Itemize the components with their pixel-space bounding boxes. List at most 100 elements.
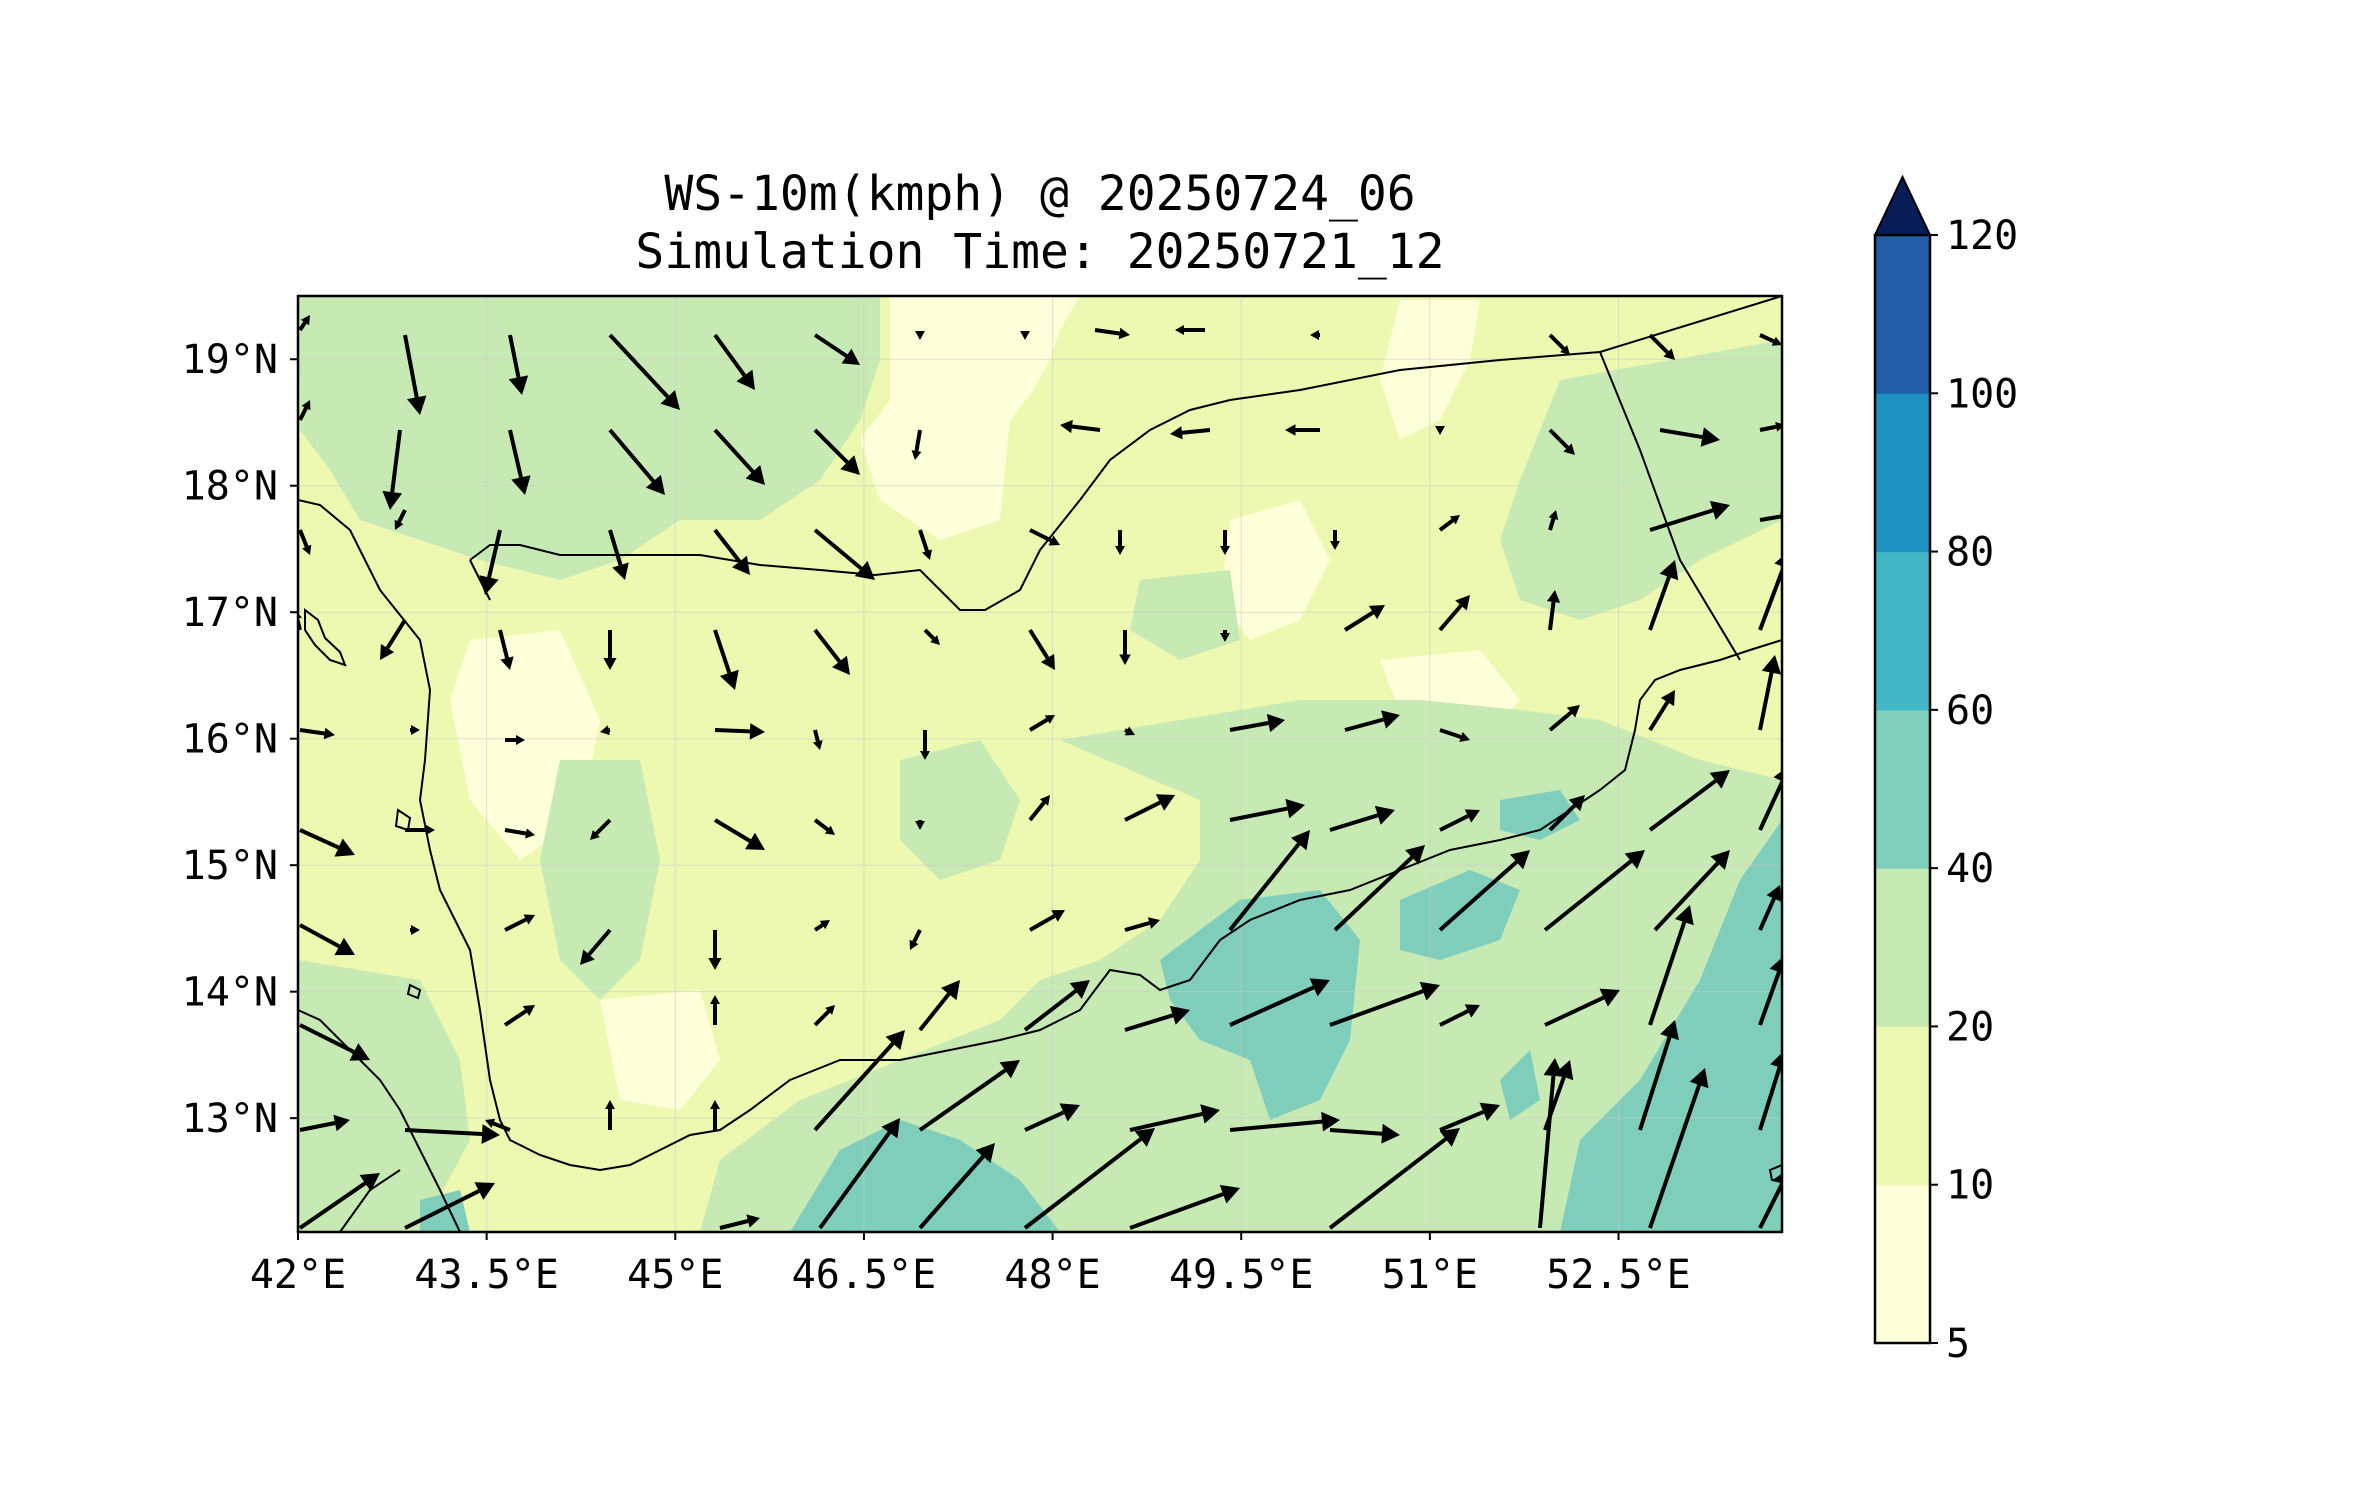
wind-arrow [1438,515,1460,532]
map-frame [296,294,1784,1234]
x-tick-label: 52.5°E [1546,1252,1691,1298]
wind-arrow [1129,1104,1220,1132]
wind-arrow [813,528,875,580]
wind-arrow [920,730,930,760]
wind-arrow [405,825,435,835]
wind-arrow [708,930,722,970]
wind-arrow [1543,850,1645,932]
wind-arrow [1538,1058,1564,1229]
wind-arrow [298,400,311,421]
wind-arrow [1758,556,1782,631]
wind-arrow [608,333,680,410]
wind-arrow [1330,530,1340,550]
wind-arrow [813,428,860,475]
wind-arrow [1029,910,1065,932]
wind-arrow [1548,795,1585,832]
wind-arrow [1060,419,1101,434]
colorbar-segment [1875,235,1930,394]
wind-arrow [1648,690,1675,732]
wind-arrow [1649,500,1730,532]
wind-arrow [299,923,355,956]
saudi-oman-border [1599,296,1782,353]
wind-arrow [714,723,765,740]
island [406,983,422,1000]
wind-arrow [1220,530,1230,555]
wind-arrow [1439,809,1480,832]
wind-arrow [498,629,514,670]
wind-arrow [1638,1020,1679,1131]
wind-arrow [1435,426,1445,435]
wind-arrow [1439,1102,1500,1132]
saudi-western-coast [469,559,491,601]
wind-arrow [1648,1068,1709,1229]
y-tick-label: 13°N [182,1096,278,1142]
wind-arrow [1229,1111,1340,1132]
wind-arrow [1028,715,1055,732]
wind-arrow [1124,794,1175,822]
wind-arrow [1439,1004,1480,1027]
x-tick-label: 51°E [1382,1252,1478,1298]
colorbar-segment [1875,393,1930,553]
wind-arrow [1229,713,1285,733]
wind-arrow [915,331,925,340]
wind-arrow [1023,980,1090,1032]
wind-arrow [1310,330,1320,340]
wind-arrow [580,928,612,965]
wind-arrow [1548,705,1580,732]
wind-arrow [719,1214,760,1230]
wind-arrow [1170,426,1211,440]
colorbar-segment [1875,551,1930,711]
wind-arrow [1124,1005,1190,1032]
strong-wind-zone [1500,1050,1540,1120]
wind-arrow [1333,845,1425,932]
wind-arrow [600,725,611,736]
wind-arrow [1758,770,1782,831]
y-tick-label: 15°N [182,843,278,889]
wind-arrow [1023,1128,1155,1230]
y-tick-label: 17°N [182,590,278,636]
wind-arrow [813,920,830,932]
colorbar-label: 5 [1946,1321,1970,1367]
wind-arrow [485,1118,511,1132]
wind-arrow [299,727,335,740]
wind-arrow [713,818,765,850]
wind-arrow [1094,327,1130,340]
y-tick-label: 14°N [182,970,278,1016]
wind-arrow [298,315,310,332]
wind-arrow [299,828,355,857]
wind-arrow [1759,421,1782,432]
wind-arrow [1329,1123,1400,1144]
wind-arrow [909,929,922,950]
moderate-wind-zone [1130,570,1240,660]
wind-arrow [1220,630,1230,642]
wind-arrow [1546,590,1561,631]
wind-arrow [1028,795,1050,822]
wind-arrow [1653,850,1730,932]
x-tick-label: 46.5°E [792,1252,937,1298]
wind-arrow [713,333,755,390]
wind-arrow [911,429,922,460]
wind-arrow [1029,528,1060,546]
wind-arrow [1329,981,1440,1027]
wind-arrow [713,428,765,485]
wind-arrow [608,529,629,580]
wind-arrow [813,333,860,365]
wind-arrow [404,1182,495,1230]
wind-arrow [818,1118,900,1230]
colorbar-segment [1875,1184,1930,1344]
wind-arrow [503,1005,535,1027]
x-tick-label: 49.5°E [1169,1252,1314,1298]
colorbar-segment [1875,709,1930,869]
wind-arrow [918,1143,995,1230]
wind-arrow [813,628,850,675]
wind-arrow [1285,424,1320,436]
low-wind-zone [600,990,720,1110]
colorbar-label: 120 [1946,213,2018,259]
wind-arrow [299,1023,370,1061]
wind-arrow [1548,428,1575,455]
wind-arrow [590,818,612,840]
saudi-yemen-border [469,351,1601,611]
horn-of-africa-coastline [298,1009,461,1232]
wind-arrow [1438,850,1530,932]
